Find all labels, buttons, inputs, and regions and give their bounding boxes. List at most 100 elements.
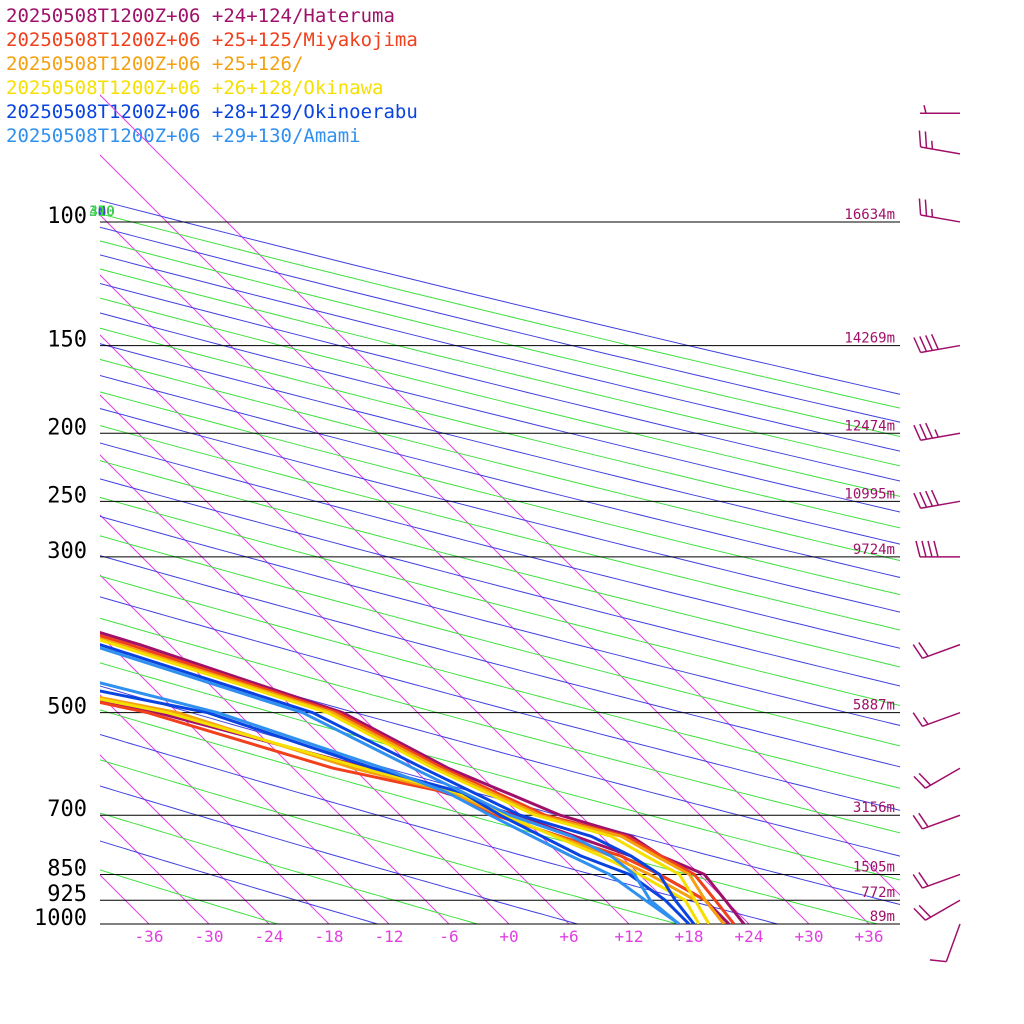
- theta-line: [100, 282, 900, 482]
- theta-line: [100, 374, 900, 578]
- theta-line: [100, 535, 900, 747]
- temperature-tick-label: -36: [135, 927, 164, 946]
- theta-line: [100, 213, 900, 409]
- wind-barb: [929, 923, 961, 963]
- theta-line: [100, 240, 900, 438]
- pressure-tick-label: 1000: [34, 906, 87, 931]
- temperature-tick-label: +18: [675, 927, 704, 946]
- wind-barb: [913, 422, 961, 441]
- theta-line: [100, 662, 900, 881]
- height-label: 772m: [861, 885, 895, 901]
- isotherm-line: [100, 214, 810, 924]
- wind-barb: [913, 767, 961, 789]
- theta-line: [100, 840, 378, 924]
- theta-line: [100, 408, 900, 613]
- pressure-tick-label: 200: [47, 415, 87, 440]
- theta-line: [100, 515, 900, 726]
- isotherm-line: [100, 754, 270, 924]
- isotherm-line: [100, 634, 390, 924]
- temperature-tick-label: +12: [615, 927, 644, 946]
- theta-line: [100, 254, 900, 452]
- wind-barb: [919, 105, 961, 114]
- isotherm-line: [100, 334, 690, 924]
- pressure-tick-label: 300: [47, 539, 87, 564]
- wind-barbs: [912, 105, 961, 963]
- wind-barb: [918, 130, 961, 155]
- height-label: 3156m: [853, 800, 895, 816]
- theta-line: [100, 268, 900, 467]
- sounding-series: [100, 630, 746, 924]
- theta-label: 360: [89, 204, 114, 220]
- pressure-tick-label: 500: [47, 695, 87, 720]
- theta-line: [100, 733, 778, 924]
- temperature-tick-label: +6: [559, 927, 578, 946]
- theta-line: [100, 596, 900, 811]
- pressure-lines: [100, 221, 900, 925]
- dewpoint-line: [100, 697, 701, 924]
- axis-labels: 16634m 14269m 12474m 10995m 9724m 5887m 3156m 1…: [34, 204, 895, 946]
- temperature-tick-label: -24: [255, 927, 284, 946]
- theta-line: [100, 496, 900, 707]
- temperature-tick-label: -6: [439, 927, 458, 946]
- wind-barb: [913, 333, 961, 354]
- height-label: 1505m: [853, 859, 895, 875]
- temperature-tick-label: +36: [855, 927, 884, 946]
- height-label: 10995m: [844, 486, 895, 502]
- isotherm-line: [0, 40, 89, 924]
- pressure-tick-label: 150: [47, 328, 87, 353]
- legend-entry: 20250508T1200Z+06 +29+130/Amami: [6, 125, 361, 147]
- height-label: 14269m: [844, 331, 895, 347]
- theta-line: [100, 358, 900, 562]
- legend-entry: 20250508T1200Z+06 +26+128/Okinawa: [6, 77, 384, 99]
- isotherm-line: [100, 154, 870, 924]
- theta-line: [100, 785, 578, 924]
- theta-label: 330: [89, 204, 114, 220]
- theta-label: 400: [89, 204, 114, 220]
- theta-line: [100, 312, 900, 513]
- theta-label: 350: [89, 204, 114, 220]
- temperature-line: [100, 634, 736, 924]
- theta-line: [100, 343, 900, 545]
- temperature-line: [100, 646, 680, 924]
- theta-label: 410: [89, 204, 114, 220]
- height-label: 16634m: [844, 207, 895, 223]
- theta-line: [100, 226, 900, 423]
- height-label: 89m: [870, 909, 895, 925]
- theta-line: [100, 442, 900, 649]
- temperature-tick-label: -12: [375, 927, 404, 946]
- pressure-tick-label: 850: [47, 856, 87, 881]
- legend-entry: 20250508T1200Z+06 +24+124/Hateruma: [6, 5, 395, 27]
- isotherm-line: [100, 94, 900, 896]
- isotherm-lines: [0, 40, 900, 924]
- theta-line: [100, 425, 900, 631]
- theta-line: [100, 460, 900, 668]
- theta-line: [100, 575, 900, 789]
- wind-barb: [912, 711, 961, 728]
- pressure-tick-label: 925: [47, 882, 87, 907]
- theta-label: 340: [89, 204, 114, 220]
- legend-entry: 20250508T1200Z+06 +25+125/Miyakojima: [6, 29, 418, 51]
- theta-line: [100, 327, 900, 529]
- temperature-tick-label: -18: [315, 927, 344, 946]
- theta-line: [100, 639, 900, 857]
- temperature-tick-label: +24: [735, 927, 764, 946]
- isotherm-line: [100, 514, 510, 924]
- wind-barb: [913, 489, 961, 510]
- theta-line: [100, 199, 900, 395]
- wind-barb: [912, 871, 961, 889]
- theta-label: 370: [89, 204, 114, 220]
- wind-barb: [918, 198, 961, 223]
- theta-label: 320: [89, 204, 114, 220]
- pressure-tick-label: 250: [47, 483, 87, 508]
- dewpoint-line: [100, 698, 731, 924]
- potential-temperature-lines: [100, 199, 900, 924]
- theta-label: 390: [89, 204, 114, 220]
- legend-entry: 20250508T1200Z+06 +25+126/: [6, 53, 304, 75]
- temperature-line: [100, 643, 696, 924]
- theta-line: [100, 812, 478, 924]
- wind-barb: [912, 812, 961, 830]
- isotherm-line: [100, 574, 450, 924]
- temperature-tick-label: -30: [195, 927, 224, 946]
- wind-barb: [913, 899, 961, 921]
